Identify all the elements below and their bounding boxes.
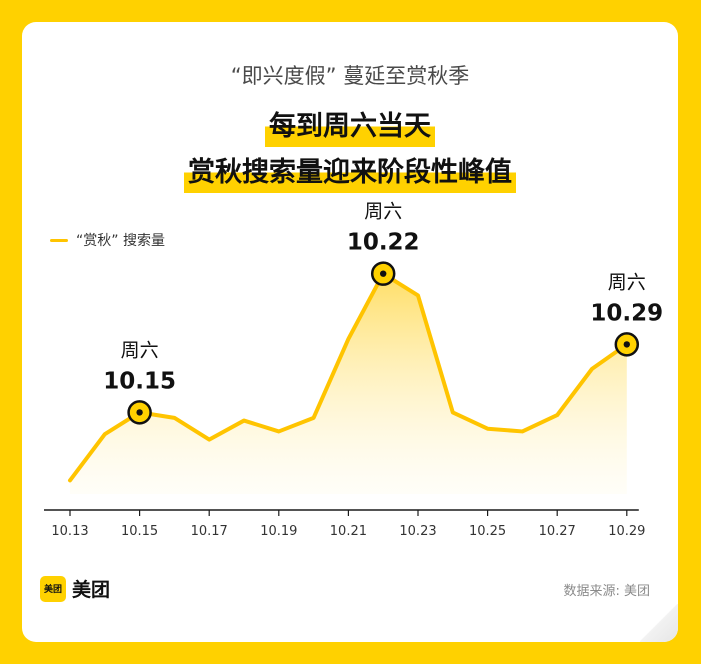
data-point-10.24 [451,410,455,414]
chart-legend: “赏秋” 搜索量 [50,230,165,250]
x-tick-label-10.23: 10.23 [399,524,436,539]
page-curl-decoration [640,604,678,642]
annotation-day-10.29: 周六 [608,271,646,293]
series-area-fill [70,273,627,494]
peak-marker-dot-10.22 [380,270,387,277]
annotation-date-10.29: 10.29 [590,300,663,326]
logo-wordmark: 美团 [72,579,111,601]
legend-swatch [50,238,68,242]
x-tick-label-10.29: 10.29 [608,524,645,539]
search-volume-chart: 10.13 10.15 10.17 10.19 10.21 10.23 10.25 10.27… [44,201,663,539]
infographic-card: “即兴度假” 蔓延至赏秋季 每到周六当天 赏秋搜索量迎来阶段性峰值 “赏秋” 搜… [22,22,678,642]
x-tick-label-10.21: 10.21 [330,524,367,539]
data-point-10.25 [486,427,490,431]
headline-line-2: 赏秋搜索量迎来阶段性峰值 [22,150,678,193]
data-point-10.28 [590,367,594,371]
annotation-day-10.15: 周六 [121,339,159,361]
peak-marker-dot-10.15 [136,409,143,416]
data-point-10.27 [555,413,559,417]
data-point-10.19 [277,429,281,433]
data-point-10.17 [207,438,211,442]
x-tick-label-10.27: 10.27 [539,524,576,539]
data-point-10.13 [68,478,72,482]
annotation-day-10.22: 周六 [364,201,402,223]
headline-line-2-text: 赏秋搜索量迎来阶段性峰值 [184,150,516,193]
x-tick-label-10.19: 10.19 [260,524,297,539]
logo-badge: 美团 [40,575,66,602]
data-point-10.21 [346,337,350,341]
data-point-10.20 [312,416,316,420]
x-tick-label-10.17: 10.17 [191,524,228,539]
headline-line-1-text: 每到周六当天 [265,104,435,147]
data-source: 数据来源: 美团 [563,584,650,599]
x-tick-label-10.15: 10.15 [121,524,158,539]
headline-line-1: 每到周六当天 [22,104,678,147]
data-point-10.14 [103,432,107,436]
meituan-logo: 美团 美团 [40,575,110,602]
annotation-date-10.22: 10.22 [347,230,420,256]
data-point-10.23 [416,293,420,297]
subtitle: “即兴度假” 蔓延至赏秋季 [230,64,470,88]
annotation-date-10.15: 10.15 [103,368,176,394]
data-point-10.16 [172,416,176,420]
x-tick-label-10.13: 10.13 [51,524,88,539]
data-point-10.18 [242,419,246,423]
peak-marker-dot-10.29 [623,341,630,348]
data-point-10.26 [520,429,524,433]
x-tick-label-10.25: 10.25 [469,524,506,539]
legend-label: “赏秋” 搜索量 [76,233,165,249]
